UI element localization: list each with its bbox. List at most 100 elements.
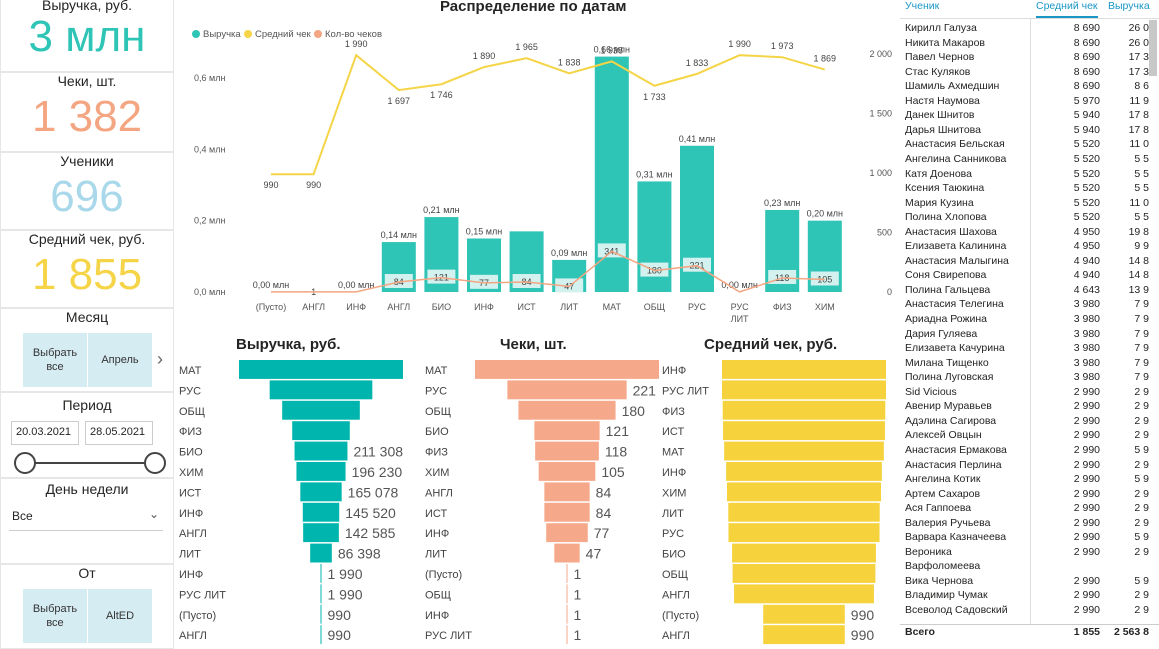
funnel-category-label: ИНФ [662, 365, 686, 377]
table-row[interactable]: Варфоломеева [900, 559, 1159, 574]
student-revenue: 11 0 [1129, 196, 1149, 209]
funnel-value-label: 86 398 [338, 546, 381, 562]
table-row[interactable]: Анастасия Шахова 4 950 19 8 [900, 225, 1159, 240]
funnel-category-label: АНГЛ [425, 487, 453, 499]
table-row[interactable]: Кирилл Галуза 8 690 26 0 [900, 21, 1159, 36]
revenue-data-label: 0,21 млн [423, 205, 459, 215]
funnel-category-label: ЛИТ [425, 549, 447, 561]
table-row[interactable]: Полина Гальцева 4 643 13 9 [900, 283, 1159, 298]
table-row[interactable]: Анастасия Перлина 2 990 2 9 [900, 458, 1159, 473]
table-row[interactable]: Ариадна Рожина 3 980 7 9 [900, 312, 1159, 327]
student-avg-check: 4 950 [1073, 240, 1100, 253]
table-row[interactable]: Мария Кузина 5 520 11 0 [900, 196, 1159, 211]
table-row[interactable]: Анастасия Бельская 5 520 11 0 [900, 137, 1159, 152]
category-tick: РУС [688, 302, 707, 312]
student-name: Данек Шнитов [905, 109, 975, 122]
funnel-category-label: РУС ЛИТ [662, 385, 709, 397]
student-revenue: 2 9 [1134, 429, 1149, 442]
table-row[interactable]: Полина Луговская 3 980 7 9 [900, 370, 1159, 385]
revenue-data-label: 0,14 млн [381, 230, 417, 240]
student-revenue: 13 9 [1128, 283, 1149, 296]
table-row[interactable]: Ася Гаппоева 2 990 2 9 [900, 501, 1159, 516]
period-slider-end-handle[interactable] [144, 452, 166, 474]
funnel-revenue-title: Выручка, руб. [236, 336, 341, 353]
weekday-dropdown[interactable]: Все ⌄ [9, 507, 163, 531]
funnel-bar [292, 421, 350, 441]
funnel-value-label: 142 585 [345, 525, 396, 541]
count-label-background [810, 271, 839, 286]
table-row[interactable]: Sid Vicious 2 990 2 9 [900, 385, 1159, 400]
table-row[interactable]: Стас Куляков 8 690 17 3 [900, 65, 1159, 80]
table-row[interactable]: Анастасия Ермакова 2 990 5 9 [900, 443, 1159, 458]
period-slider-start-handle[interactable] [14, 452, 36, 474]
table-row[interactable]: Настя Наумова 5 970 11 9 [900, 94, 1159, 109]
table-row[interactable]: Адэлина Сагирова 2 990 2 9 [900, 414, 1159, 429]
funnel-value-label: 145 520 [345, 505, 396, 521]
table-row[interactable]: Полина Хлопова 5 520 5 5 [900, 210, 1159, 225]
table-row[interactable]: Валерия Ручьева 2 990 2 9 [900, 516, 1159, 531]
table-row[interactable]: Алексей Овцын 2 990 2 9 [900, 428, 1159, 443]
table-scrollbar-thumb[interactable] [1149, 20, 1157, 76]
student-avg-check: 4 940 [1073, 269, 1100, 282]
table-row[interactable]: Артем Сахаров 2 990 2 9 [900, 487, 1159, 502]
funnel-bar [296, 462, 346, 481]
table-row[interactable]: Авенир Муравьев 2 990 2 9 [900, 399, 1159, 414]
student-name: Милана Тищенко [905, 356, 989, 369]
table-row[interactable]: Елизавета Качурина 3 980 7 9 [900, 341, 1159, 356]
student-name: Анастасия Телегина [905, 298, 1004, 311]
table-row[interactable]: Ангелина Котик 2 990 5 9 [900, 472, 1159, 487]
funnel-bar [294, 441, 348, 461]
table-row[interactable]: Варвара Казначеева 2 990 5 9 [900, 530, 1159, 545]
chevron-right-icon[interactable]: › [157, 349, 163, 369]
funnel-bar [300, 482, 342, 502]
student-revenue: 2 9 [1134, 487, 1149, 500]
table-row[interactable]: Вика Чернова 2 990 5 9 [900, 574, 1159, 589]
student-name: Шамиль Ахмедшин [905, 80, 1000, 93]
month-april-button[interactable]: Апрель [88, 333, 152, 387]
table-row[interactable]: Никита Макаров 8 690 26 0 [900, 36, 1159, 51]
funnel-category-label: БИО [179, 447, 203, 459]
funnel-value-label: 105 [601, 464, 625, 480]
funnel-bar [538, 462, 596, 481]
table-row[interactable]: Данек Шнитов 5 940 17 8 [900, 108, 1159, 123]
table-row[interactable]: Ангелина Санникова 5 520 5 5 [900, 152, 1159, 167]
table-row[interactable]: Владимир Чумак 2 990 2 9 [900, 588, 1159, 603]
month-select-all-button[interactable]: Выбрать все [23, 333, 87, 387]
table-row[interactable]: Милана Тищенко 3 980 7 9 [900, 356, 1159, 371]
table-row[interactable]: Анастасия Телегина 3 980 7 9 [900, 297, 1159, 312]
student-avg-check: 2 990 [1073, 516, 1100, 529]
revenue-data-label: 0,09 млн [551, 248, 587, 258]
right-axis-tick: 1 000 [869, 168, 892, 178]
period-to-input[interactable]: 28.05.2021 [85, 421, 153, 445]
category-tick: (Пусто) [256, 302, 286, 312]
table-row[interactable]: Всеволод Садовский 2 990 2 9 [900, 603, 1159, 618]
funnel-category-label: ОБЩ [425, 406, 451, 418]
student-avg-check: 8 690 [1073, 51, 1100, 64]
funnel-category-label: ФИЗ [662, 406, 685, 418]
table-row[interactable]: Соня Свирепова 4 940 14 8 [900, 268, 1159, 283]
source-alted-button[interactable]: AltED [88, 589, 152, 643]
source-select-all-button[interactable]: Выбрать все [23, 589, 87, 643]
table-row[interactable]: Катя Доенова 5 520 5 5 [900, 167, 1159, 182]
table-row[interactable]: Дария Гуляева 3 980 7 9 [900, 327, 1159, 342]
funnel-category-label: ОБЩ [662, 569, 688, 581]
table-row[interactable]: Шамиль Ахмедшин 8 690 8 6 [900, 79, 1159, 94]
student-revenue: 17 3 [1128, 51, 1149, 64]
table-row[interactable]: Анастасия Малыгина 4 940 14 8 [900, 254, 1159, 269]
funnel-category-label: ИНФ [179, 569, 203, 581]
table-row[interactable]: Ксения Таюкина 5 520 5 5 [900, 181, 1159, 196]
table-row[interactable]: Дарья Шнитова 5 940 17 8 [900, 123, 1159, 138]
column-header-student[interactable]: Ученик [905, 0, 940, 12]
table-row[interactable]: Павел Чернов 8 690 17 3 [900, 50, 1159, 65]
column-header-revenue[interactable]: Выручка [1108, 0, 1150, 12]
student-avg-check: 2 990 [1073, 443, 1100, 456]
funnel-bar [534, 421, 600, 441]
table-row[interactable]: Елизавета Калинина 4 950 9 9 [900, 239, 1159, 254]
funnel-value-label: 77 [594, 525, 610, 541]
column-header-avg-check[interactable]: Средний чек [1036, 0, 1098, 18]
student-avg-check: 4 950 [1073, 225, 1100, 238]
period-from-input[interactable]: 20.03.2021 [11, 421, 79, 445]
table-row[interactable]: Вероника 2 990 2 9 [900, 545, 1159, 560]
student-revenue: 7 9 [1134, 298, 1149, 311]
funnel-category-label: ИНФ [179, 508, 203, 520]
